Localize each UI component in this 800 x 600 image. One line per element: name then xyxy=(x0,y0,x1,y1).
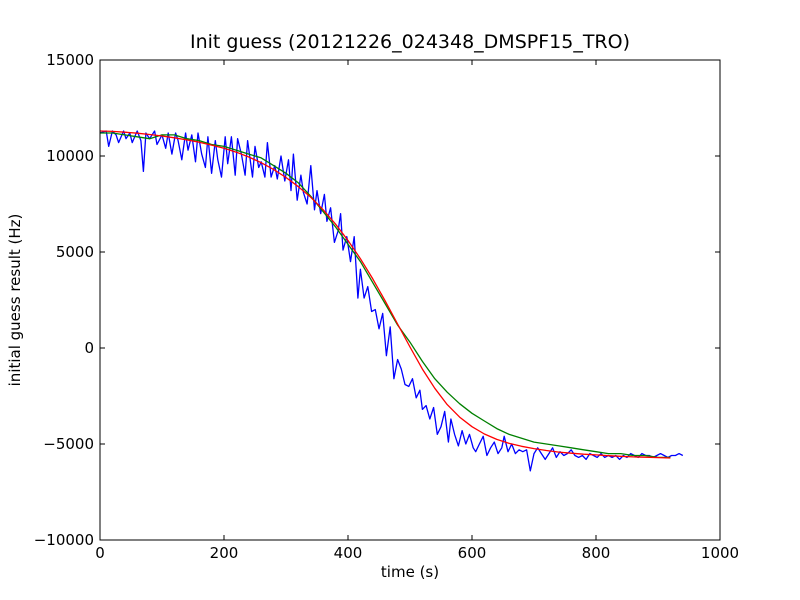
y-tick-label-5: 15000 xyxy=(46,51,94,69)
tick-layer: 0 200 400 600 800 1000 −10000 −5000 0 5000 10000 15… xyxy=(34,51,739,562)
series-line-1 xyxy=(99,130,684,472)
series-layer xyxy=(99,130,684,472)
y-axis-label: initial guess result (Hz) xyxy=(6,214,24,387)
y-tick-label-2: 0 xyxy=(84,339,94,357)
series-line-2 xyxy=(100,132,671,459)
x-tick-label-2: 400 xyxy=(334,544,363,562)
x-tick-label-5: 1000 xyxy=(701,544,739,562)
x-axis-label: time (s) xyxy=(381,563,439,581)
x-tick-label-1: 200 xyxy=(210,544,239,562)
x-tick-label-0: 0 xyxy=(95,544,105,562)
y-tick-label-4: 10000 xyxy=(46,147,94,165)
y-tick-label-3: 5000 xyxy=(56,243,94,261)
x-tick-label-4: 800 xyxy=(582,544,611,562)
y-tick-label-0: −10000 xyxy=(34,531,94,549)
x-tick-label-3: 600 xyxy=(458,544,487,562)
plot-frame xyxy=(99,59,721,541)
y-tick-label-1: −5000 xyxy=(43,435,94,453)
series-line-3 xyxy=(99,130,671,459)
chart-title: Init guess (20121226_024348_DMSPF15_TRO) xyxy=(190,31,630,53)
